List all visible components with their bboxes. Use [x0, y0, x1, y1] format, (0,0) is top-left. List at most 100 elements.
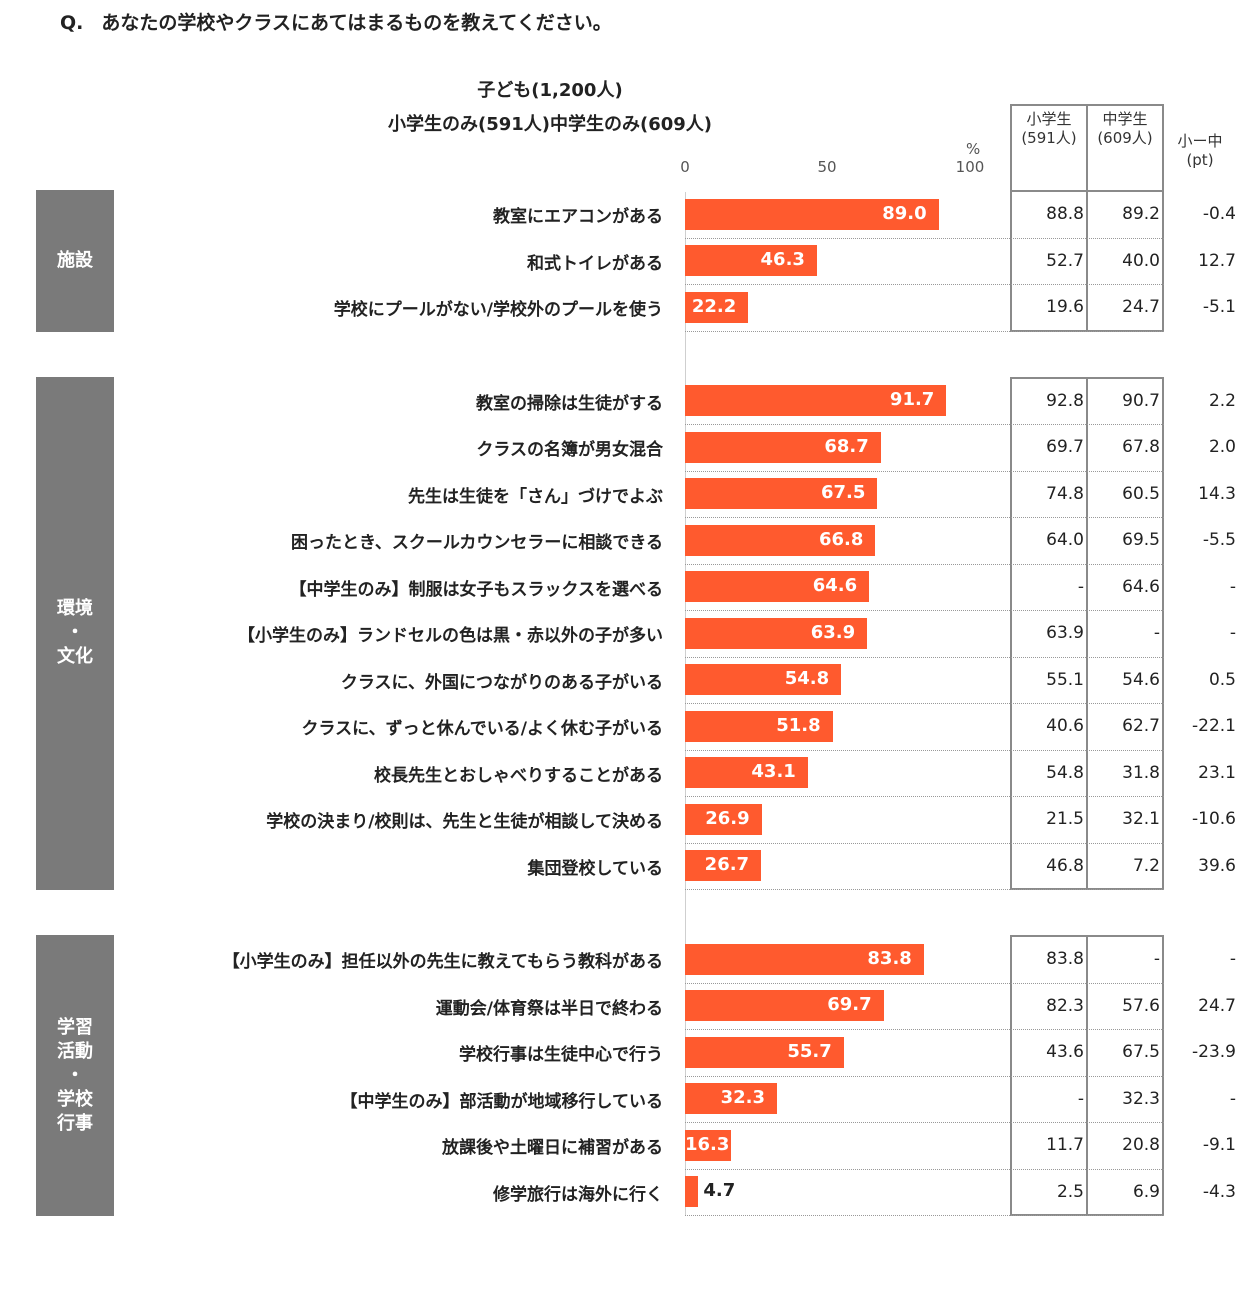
axis-tick-50: 50: [817, 158, 837, 176]
bar: [685, 803, 762, 835]
row-separator: [685, 1075, 1164, 1077]
row-label: 教室にエアコンがある: [493, 207, 663, 227]
group-label-line: 文化: [57, 646, 93, 668]
bar-value: 91.7: [889, 389, 935, 411]
col-header-elementary-title: 小学生: [1026, 110, 1072, 128]
cell-elementary: 43.6: [1046, 1042, 1084, 1062]
cell-elementary: 55.1: [1046, 669, 1084, 690]
row-separator: [685, 563, 1164, 565]
cell-elementary: 92.8: [1046, 390, 1084, 411]
col-header-elementary: 小学生 (591人): [1012, 110, 1086, 148]
bar: [685, 1176, 699, 1208]
bar: [685, 990, 884, 1022]
cell-diff: 24.7: [1198, 995, 1236, 1016]
cell-diff: -: [1229, 949, 1236, 969]
row-label: 先生は生徒を「さん」づけでよぶ: [408, 486, 663, 507]
row-separator: [685, 842, 1164, 844]
bar-value: 63.9: [810, 621, 856, 643]
bar: [685, 850, 762, 882]
bar-value: 83.8: [867, 947, 912, 969]
cell-elementary: 52.7: [1046, 250, 1084, 271]
bar: [685, 431, 881, 463]
bar: [685, 1036, 844, 1068]
bar: [685, 943, 924, 975]
row-label: 運動会/体育祭は半日で終わる: [435, 998, 663, 1019]
bar-value: 68.7: [824, 435, 869, 457]
bar: [685, 1083, 778, 1115]
cell-diff: 39.6: [1198, 855, 1236, 876]
cell-juniorhigh: 20.8: [1122, 1135, 1160, 1155]
row-label: 学校にプールがない/学校外のプールを使う: [333, 300, 663, 320]
cell-diff: -23.9: [1192, 1042, 1236, 1062]
bar-value: 89.0: [882, 202, 927, 224]
row-label: 放課後や土曜日に補習がある: [442, 1138, 663, 1158]
row-label: 校長先生とおしゃべりすることがある: [374, 765, 663, 786]
cell-juniorhigh: 69.5: [1122, 530, 1160, 550]
col-header-juniorhigh-title: 中学生: [1102, 110, 1148, 128]
row-separator: [685, 1029, 1164, 1030]
axis-unit: %: [966, 140, 981, 158]
row-separator: [685, 1215, 1164, 1216]
bar-value: 32.3: [720, 1087, 766, 1109]
bar: [685, 664, 842, 696]
cell-diff: -0.4: [1202, 204, 1236, 224]
bar-value: 22.2: [691, 295, 737, 317]
cell-juniorhigh: -: [1153, 949, 1160, 969]
bar: [685, 524, 876, 556]
row-label: 困ったとき、スクールカウンセラーに相談できる: [291, 533, 663, 553]
bar: [685, 198, 939, 230]
row-label: 【中学生のみ】部活動が地域移行している: [340, 1091, 664, 1112]
row-separator: [685, 424, 1164, 425]
table-col-divider: [1086, 376, 1088, 890]
bar-value: 26.7: [704, 854, 750, 876]
bar-value: 43.1: [751, 761, 796, 783]
cell-elementary: 69.7: [1046, 437, 1084, 457]
cell-juniorhigh: 89.2: [1122, 204, 1160, 224]
cell-elementary: 54.8: [1046, 762, 1084, 783]
cell-elementary: 63.9: [1046, 623, 1084, 643]
bar-value: 69.7: [827, 994, 872, 1016]
table-header-divider: [1086, 104, 1088, 192]
cell-diff: -5.1: [1202, 297, 1236, 317]
cell-diff: 0.5: [1208, 669, 1236, 690]
row-label: 学校の決まり/校則は、先生と生徒が相談して決める: [266, 812, 663, 832]
group-box: 施設: [36, 190, 114, 332]
bar-value: 54.8: [784, 668, 830, 690]
row-label: 教室の掃除は生徒がする: [476, 393, 663, 414]
cell-elementary: 46.8: [1046, 855, 1084, 876]
bar-value: 51.8: [776, 714, 821, 736]
group-label-line: 活動: [57, 1040, 93, 1062]
row-separator: [685, 330, 1164, 332]
axis-tick-100: 100: [955, 158, 985, 176]
cell-juniorhigh: 31.8: [1122, 762, 1160, 783]
group-box: 学習 活動・学校 行事: [36, 935, 114, 1216]
cell-juniorhigh: 6.9: [1132, 1181, 1160, 1202]
cell-diff: 23.1: [1198, 762, 1236, 783]
row-separator: [685, 610, 1164, 611]
row-label: 【中学生のみ】制服は女子もスラックスを選べる: [289, 579, 664, 600]
cell-elementary: 74.8: [1046, 483, 1084, 504]
group-label-line: 施設: [57, 249, 93, 271]
bar: [685, 385, 947, 417]
cell-diff: -4.3: [1202, 1181, 1236, 1202]
cell-elementary: 82.3: [1046, 995, 1084, 1016]
cell-elementary: 64.0: [1046, 530, 1084, 550]
row-label: 学校行事は生徒中心で行う: [459, 1045, 663, 1065]
cell-diff: -: [1229, 623, 1236, 643]
header-breakdown: 小学生のみ(591人)中学生のみ(609人): [387, 114, 713, 135]
group-label-line: 学習: [57, 1016, 93, 1038]
axis-zero-line: [685, 192, 686, 1216]
cell-diff: -: [1229, 576, 1236, 597]
row-separator: [685, 703, 1164, 704]
cell-diff: -10.6: [1192, 809, 1236, 829]
bar: [685, 757, 808, 789]
cell-diff: -: [1229, 1088, 1236, 1109]
group-label-line: 環境: [57, 598, 93, 620]
cell-diff: -22.1: [1192, 716, 1236, 736]
row-label: 和式トイレがある: [527, 253, 663, 274]
row-separator: [685, 1168, 1164, 1170]
cell-diff: -5.5: [1202, 530, 1236, 550]
row-label: クラスに、外国につながりのある子がいる: [340, 672, 663, 693]
bar-value: 4.7: [703, 1180, 736, 1202]
cell-juniorhigh: 90.7: [1122, 390, 1160, 411]
